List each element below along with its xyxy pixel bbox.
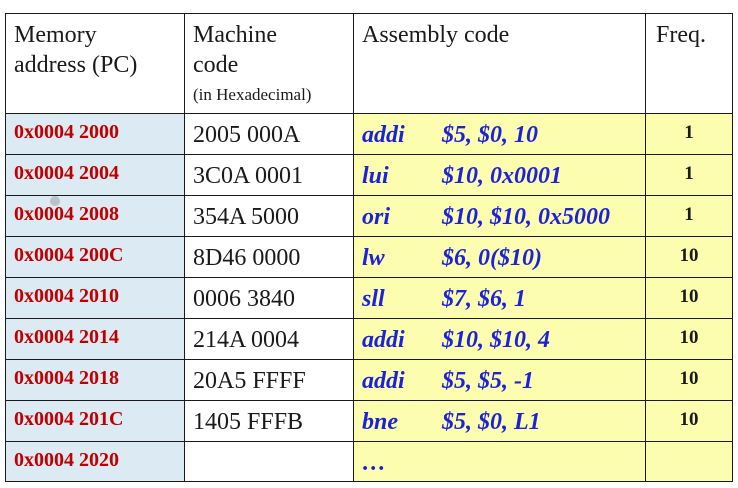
memory-address-cell: 0x0004 200C bbox=[5, 236, 185, 278]
machine-code-cell: 354A 5000 bbox=[184, 195, 354, 237]
table-body: 0x0004 2000 2005 000A addi $5, $0, 10 1 0x000… bbox=[5, 113, 733, 482]
assembly-mnemonic: addi bbox=[362, 122, 405, 148]
header-memory-address-line2: address (PC) bbox=[14, 52, 138, 78]
machine-code-cell: 0006 3840 bbox=[184, 277, 354, 319]
assembly-mnemonic: … bbox=[362, 450, 386, 476]
header-machine-code-line2: code bbox=[193, 52, 239, 78]
machine-code-cell: 8D46 0000 bbox=[184, 236, 354, 278]
table-row: 0x0004 2018 20A5 FFFF addi $5, $5, -1 10 bbox=[5, 359, 733, 401]
assembly-mnemonic: addi bbox=[362, 327, 405, 353]
table-row: 0x0004 2014 214A 0004 addi $10, $10, 4 10 bbox=[5, 318, 733, 360]
header-memory-address-line1: Memory bbox=[14, 22, 97, 48]
assembly-code-cell: bne $5, $0, L1 bbox=[353, 400, 646, 442]
table-row: 0x0004 200C 8D46 0000 lw $6, 0($10) 10 bbox=[5, 236, 733, 278]
instruction-table: Memory address (PC) Machine code (in Hex… bbox=[5, 13, 733, 482]
header-assembly-code: Assembly code bbox=[353, 13, 646, 114]
header-row: Memory address (PC) Machine code (in Hex… bbox=[5, 13, 733, 114]
machine-code-cell: 2005 000A bbox=[184, 113, 354, 155]
assembly-operands: $5, $5, -1 bbox=[442, 368, 534, 394]
assembly-code-cell: addi $5, $0, 10 bbox=[353, 113, 646, 155]
machine-code-cell: 214A 0004 bbox=[184, 318, 354, 360]
header-memory-address: Memory address (PC) bbox=[5, 13, 185, 114]
assembly-operands: $10, $10, 0x5000 bbox=[442, 204, 610, 230]
table-row: 0x0004 2020 … bbox=[5, 441, 733, 482]
assembly-operands: $5, $0, 10 bbox=[442, 122, 538, 148]
assembly-mnemonic: ori bbox=[362, 204, 391, 230]
assembly-mnemonic: addi bbox=[362, 368, 405, 394]
memory-address-cell: 0x0004 2000 bbox=[5, 113, 185, 155]
frequency-cell: 10 bbox=[645, 400, 733, 442]
frequency-cell: 10 bbox=[645, 236, 733, 278]
assembly-code-cell: … bbox=[353, 441, 646, 482]
assembly-operands: $5, $0, L1 bbox=[442, 409, 541, 435]
assembly-mnemonic: lw bbox=[362, 245, 385, 271]
memory-address-cell: 0x0004 2008 bbox=[5, 195, 185, 237]
assembly-operands: $7, $6, 1 bbox=[442, 286, 526, 312]
header-frequency: Freq. bbox=[645, 13, 733, 114]
assembly-mnemonic: sll bbox=[362, 286, 385, 312]
assembly-operands: $6, 0($10) bbox=[442, 245, 542, 271]
assembly-code-cell: addi $10, $10, 4 bbox=[353, 318, 646, 360]
assembly-code-cell: addi $5, $5, -1 bbox=[353, 359, 646, 401]
assembly-operands: $10, $10, 4 bbox=[442, 327, 550, 353]
machine-code-cell bbox=[184, 441, 354, 482]
frequency-cell: 1 bbox=[645, 154, 733, 196]
assembly-code-cell: ori $10, $10, 0x5000 bbox=[353, 195, 646, 237]
header-frequency-label: Freq. bbox=[656, 22, 706, 48]
frequency-cell: 10 bbox=[645, 359, 733, 401]
assembly-code-cell: lui $10, 0x0001 bbox=[353, 154, 646, 196]
frequency-cell: 10 bbox=[645, 318, 733, 360]
assembly-code-cell: lw $6, 0($10) bbox=[353, 236, 646, 278]
frequency-cell: 10 bbox=[645, 277, 733, 319]
memory-address-cell: 0x0004 201C bbox=[5, 400, 185, 442]
machine-code-cell: 20A5 FFFF bbox=[184, 359, 354, 401]
assembly-mnemonic: lui bbox=[362, 163, 389, 189]
memory-address-cell: 0x0004 2018 bbox=[5, 359, 185, 401]
assembly-mnemonic: bne bbox=[362, 409, 398, 435]
table-row: 0x0004 2000 2005 000A addi $5, $0, 10 1 bbox=[5, 113, 733, 155]
assembly-operands: $10, 0x0001 bbox=[442, 163, 562, 189]
header-machine-code-note: (in Hexadecimal) bbox=[193, 85, 312, 104]
memory-address-cell: 0x0004 2014 bbox=[5, 318, 185, 360]
table-row: 0x0004 2008 354A 5000 ori $10, $10, 0x5000 1 bbox=[5, 195, 733, 237]
frequency-cell bbox=[645, 441, 733, 482]
header-machine-code-line1: Machine bbox=[193, 22, 277, 48]
memory-address-cell: 0x0004 2010 bbox=[5, 277, 185, 319]
machine-code-cell: 3C0A 0001 bbox=[184, 154, 354, 196]
assembly-code-cell: sll $7, $6, 1 bbox=[353, 277, 646, 319]
table-row: 0x0004 201C 1405 FFFB bne $5, $0, L1 10 bbox=[5, 400, 733, 442]
frequency-cell: 1 bbox=[645, 113, 733, 155]
memory-address-cell: 0x0004 2004 bbox=[5, 154, 185, 196]
frequency-cell: 1 bbox=[645, 195, 733, 237]
header-machine-code: Machine code (in Hexadecimal) bbox=[184, 13, 354, 114]
machine-code-cell: 1405 FFFB bbox=[184, 400, 354, 442]
memory-address-cell: 0x0004 2020 bbox=[5, 441, 185, 482]
table-row: 0x0004 2004 3C0A 0001 lui $10, 0x0001 1 bbox=[5, 154, 733, 196]
mouse-cursor-indicator bbox=[50, 196, 60, 206]
table-row: 0x0004 2010 0006 3840 sll $7, $6, 1 10 bbox=[5, 277, 733, 319]
header-assembly-code-label: Assembly code bbox=[362, 22, 510, 48]
